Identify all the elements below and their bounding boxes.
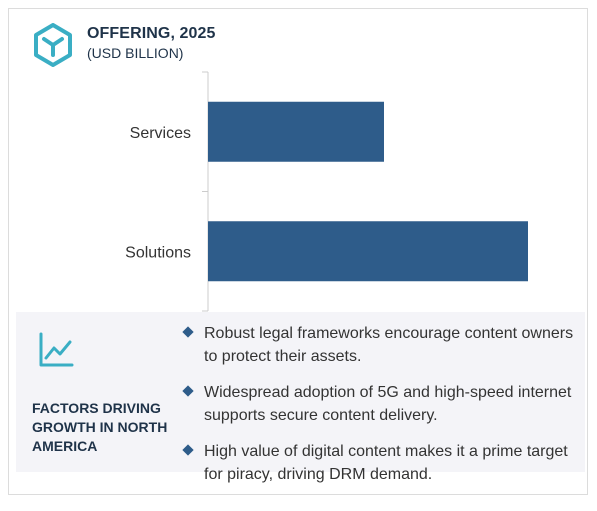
factors-list: Robust legal frameworks encourage conten… (180, 322, 580, 499)
diamond-bullet-icon (182, 326, 194, 338)
factor-text: Robust legal frameworks encourage conten… (204, 325, 574, 365)
factor-item: High value of digital content makes it a… (180, 440, 580, 486)
factor-text: Widespread adoption of 5G and high-speed… (204, 384, 572, 424)
trend-chart-icon (39, 332, 74, 367)
factors-title: FACTORS DRIVING GROWTH IN NORTH AMERICA (32, 400, 168, 454)
bar-services (208, 101, 384, 162)
factor-text: High value of digital content makes it a… (204, 443, 568, 483)
chart-title: OFFERING, 2025 (87, 25, 216, 42)
category-label: Services (130, 125, 191, 142)
factor-item: Widespread adoption of 5G and high-speed… (180, 381, 580, 427)
diamond-bullet-icon (182, 444, 194, 456)
chart-card: OFFERING, 2025 (USD BILLION) Services Sol… (8, 8, 588, 495)
bar-chart: Services Solutions (125, 71, 528, 312)
bar-solutions (208, 221, 528, 282)
cube-logo-icon (34, 23, 72, 67)
category-label: Solutions (125, 244, 191, 261)
chart-subtitle: (USD BILLION) (87, 45, 184, 61)
factor-item: Robust legal frameworks encourage conten… (180, 322, 580, 368)
factors-panel: FACTORS DRIVING GROWTH IN NORTH AMERICA … (16, 312, 585, 483)
diamond-bullet-icon (182, 385, 194, 397)
